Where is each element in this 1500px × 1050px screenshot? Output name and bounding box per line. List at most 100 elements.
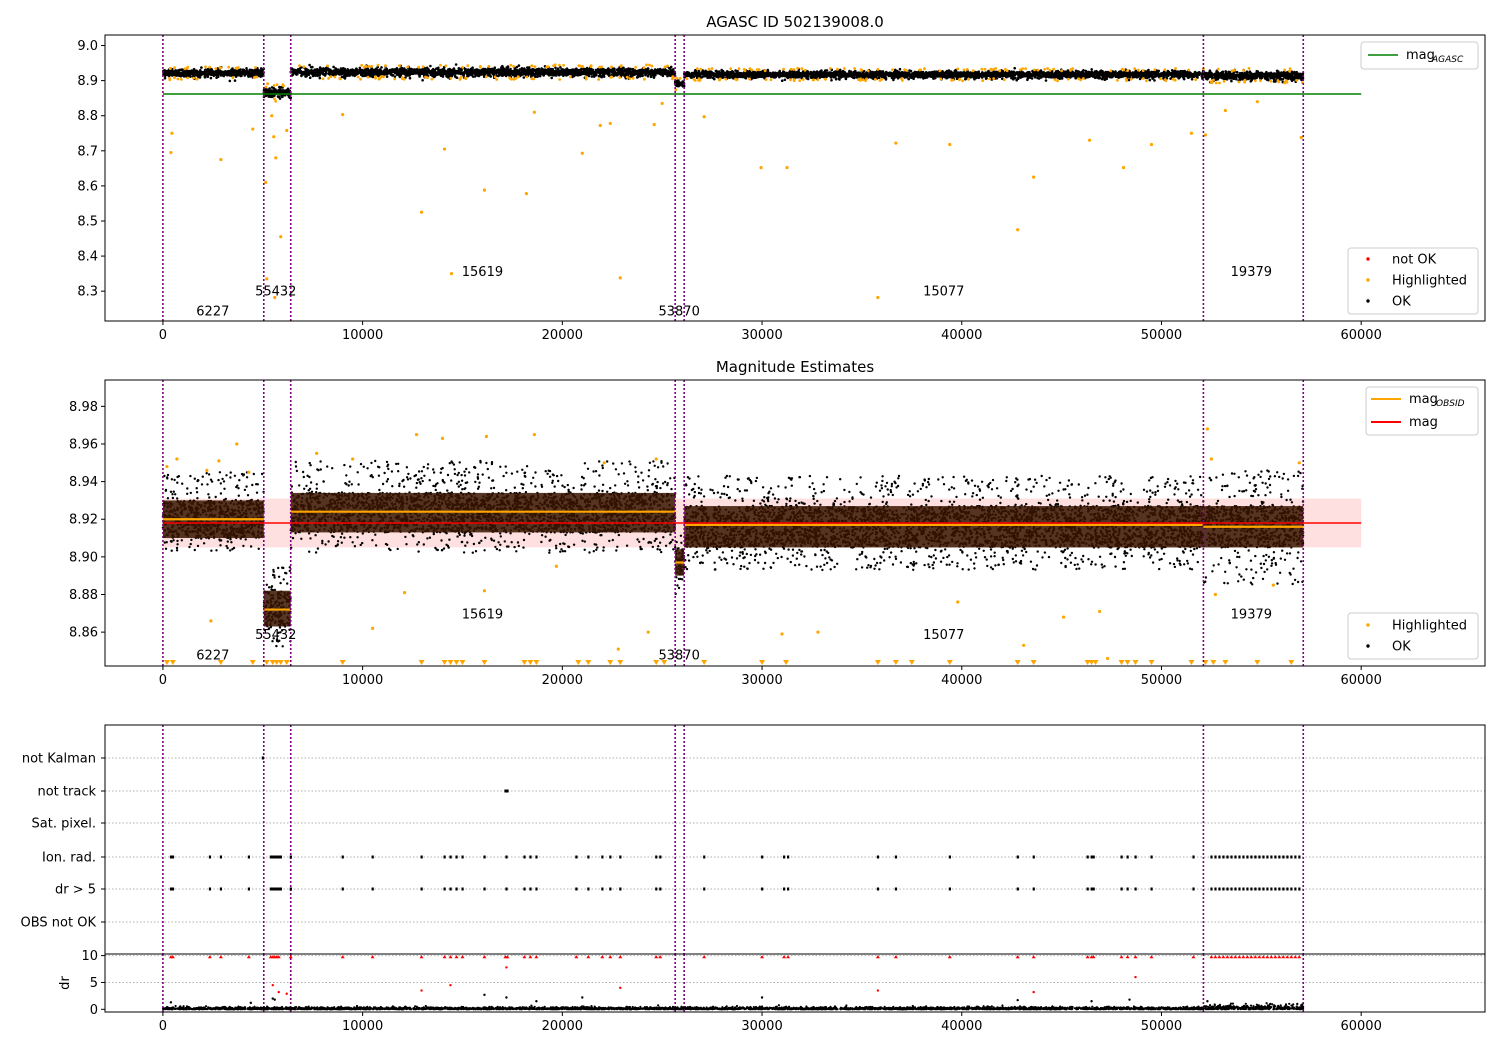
highlighted-point: [584, 75, 588, 79]
ok-point: [507, 71, 511, 75]
ok-point: [453, 74, 457, 78]
highlighted-point: [634, 66, 637, 69]
ok-point: [274, 89, 278, 93]
ok-point: [462, 73, 465, 77]
panel1-plot-area: [162, 35, 1362, 321]
ok-point: [633, 69, 637, 72]
ok-point: [485, 68, 489, 72]
ok-point: [670, 70, 673, 74]
highlighted-point: [302, 65, 306, 69]
ok-point: [467, 73, 471, 77]
highlighted-point: [173, 66, 177, 69]
highlighted-point: [598, 65, 602, 69]
ok-point: [351, 72, 355, 76]
highlighted-point: [578, 64, 582, 68]
ok-point: [332, 65, 335, 69]
highlighted-point: [525, 75, 529, 79]
ok-point: [425, 66, 429, 70]
ok-point: [837, 77, 841, 80]
ok-point: [534, 72, 538, 76]
ok-point: [500, 74, 503, 77]
ok-point: [677, 83, 681, 87]
ok-point: [1084, 69, 1087, 73]
highlighted-point: [298, 64, 301, 68]
ok-point: [649, 75, 653, 78]
ok-point: [168, 72, 172, 76]
highlighted-point: [545, 65, 549, 69]
ok-point: [497, 74, 501, 77]
highlighted-point: [430, 77, 434, 81]
ok-point: [656, 71, 659, 75]
ok-point: [421, 78, 424, 82]
highlighted-point: [370, 64, 373, 68]
ok-point: [340, 75, 344, 79]
highlighted-point: [169, 66, 172, 70]
ok-point: [316, 74, 319, 78]
ok-point: [251, 70, 254, 73]
highlighted-point: [631, 76, 635, 80]
ok-point: [239, 73, 243, 76]
ok-point: [305, 69, 308, 73]
highlighted-point: [333, 75, 337, 79]
ok-point: [364, 70, 368, 74]
ok-point: [212, 70, 216, 73]
ok-point: [343, 67, 347, 71]
ok-point: [647, 72, 651, 76]
ok-point: [174, 72, 177, 76]
ok-point: [535, 68, 538, 72]
ok-point: [637, 74, 640, 77]
highlighted-point: [274, 99, 278, 103]
ok-point: [511, 73, 515, 77]
highlighted-point: [509, 63, 513, 67]
ok-point: [245, 71, 249, 75]
ok-point: [508, 69, 512, 72]
highlighted-point: [254, 66, 257, 69]
ok-point: [572, 69, 576, 72]
highlighted-point: [173, 76, 176, 80]
ok-point: [513, 70, 516, 74]
highlighted-point: [376, 63, 380, 67]
ok-point: [454, 63, 458, 66]
ok-point: [642, 68, 646, 72]
highlighted-point: [208, 65, 212, 69]
highlighted-point: [227, 65, 231, 69]
ok-point: [515, 65, 519, 69]
ok-point: [446, 70, 450, 74]
ok-point: [408, 76, 412, 80]
ok-point: [441, 70, 445, 73]
ok-point: [183, 73, 186, 76]
ok-point: [280, 86, 283, 89]
highlighted-point: [508, 76, 512, 80]
ok-point: [908, 69, 911, 72]
ok-point: [234, 69, 238, 73]
ok-point: [734, 69, 737, 72]
ok-point: [186, 74, 190, 78]
ok-point: [721, 75, 725, 79]
ok-point: [622, 66, 625, 70]
ok-point: [457, 67, 461, 70]
ok-point: [630, 71, 634, 75]
ok-point: [209, 76, 213, 80]
ok-point: [624, 73, 627, 76]
ok-point: [205, 72, 208, 75]
ok-point: [452, 67, 456, 70]
ok-point: [592, 73, 596, 76]
ok-point: [547, 71, 551, 75]
ok-point: [575, 73, 579, 77]
highlighted-point: [219, 66, 223, 70]
highlighted-point: [439, 63, 442, 67]
highlighted-point: [484, 75, 488, 79]
ok-point: [207, 69, 211, 72]
ok-point: [200, 73, 203, 77]
ok-point: [226, 73, 230, 76]
ok-point: [650, 68, 653, 72]
ok-point: [292, 70, 296, 73]
ok-point: [486, 74, 490, 77]
ok-point: [234, 75, 238, 78]
ok-point: [653, 72, 656, 76]
ok-point: [175, 69, 178, 72]
ok-point: [201, 70, 204, 74]
ok-point: [638, 68, 642, 72]
highlighted-point: [204, 65, 207, 69]
